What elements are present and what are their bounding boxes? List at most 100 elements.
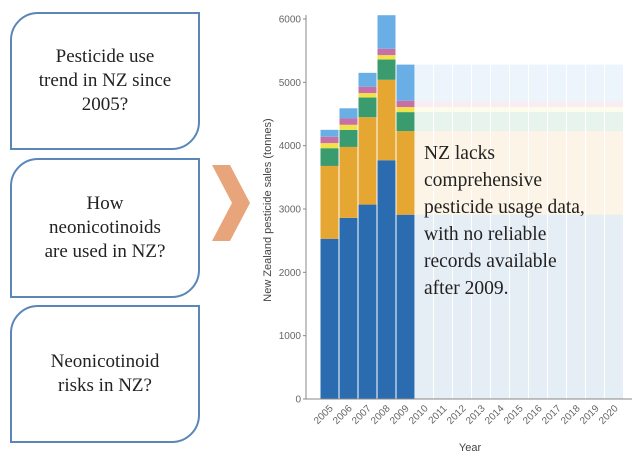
note-line: comprehensive (424, 170, 543, 191)
no-data-bar-segment (548, 131, 566, 215)
x-tick-label: 2011 (427, 403, 450, 426)
x-tick-label: 2015 (502, 403, 526, 427)
no-data-bar-segment (472, 100, 490, 108)
no-data-bar-segment (453, 64, 471, 101)
no-data-bar-segment (529, 107, 547, 113)
bar-segment-s4-2006 (339, 124, 358, 130)
no-data-bar-segment (491, 64, 509, 101)
no-data-bar-segment (548, 64, 566, 101)
question-text: are used in NZ? (44, 241, 166, 262)
bar-segment-s2-2008 (377, 79, 396, 161)
bar-segment-s1-2009 (396, 214, 415, 399)
no-data-bar-segment (605, 64, 623, 101)
no-data-bar-segment (586, 107, 604, 113)
y-tick-label: 6000 (279, 15, 302, 26)
y-tick-label: 5000 (279, 78, 302, 89)
question-text: risks in NZ? (58, 375, 152, 396)
bar-segment-s6-2009 (396, 64, 415, 101)
y-tick-label: 4000 (279, 141, 302, 152)
no-data-bar-segment (586, 64, 604, 101)
bar-segment-s2-2006 (339, 146, 358, 218)
no-data-bar-segment (605, 100, 623, 108)
x-tick-label: 2008 (369, 403, 393, 427)
no-data-bar-segment (434, 100, 452, 108)
question-box-neonicotinoid-risks: Neonicotinoid risks in NZ? (10, 305, 200, 443)
note-line: records available (424, 251, 557, 272)
no-data-bar-segment (415, 214, 433, 399)
bar-segment-s4-2009 (396, 107, 415, 113)
no-data-bar-segment (510, 214, 528, 399)
x-tick-label: 2007 (350, 403, 374, 427)
bar-segment-s3-2006 (339, 129, 358, 147)
bar-segment-s2-2007 (358, 117, 377, 205)
bar-segment-s3-2005 (320, 148, 339, 166)
no-data-bar-segment (510, 100, 528, 108)
x-axis-label: Year (459, 442, 482, 454)
chevron-arrow-icon (212, 165, 250, 241)
x-tick-label: 2005 (312, 403, 336, 427)
x-tick-label: 2013 (464, 403, 488, 427)
no-data-bar-segment (548, 100, 566, 108)
no-data-bar-segment (453, 107, 471, 113)
no-data-bar-segment (510, 112, 528, 132)
x-tick-label: 2020 (597, 403, 621, 427)
no-data-bar-segment (567, 131, 585, 215)
no-data-bar-segment (586, 131, 604, 215)
no-data-bar-segment (605, 214, 623, 399)
no-data-bar-segment (472, 214, 490, 399)
question-text: trend in NZ since (38, 70, 172, 91)
no-data-bar-segment (567, 64, 585, 101)
no-data-bar-segment (453, 131, 471, 215)
no-data-bar-segment (548, 107, 566, 113)
question-text: Pesticide use (55, 46, 155, 67)
no-data-bar-segment (529, 131, 547, 215)
no-data-bar-segment (434, 131, 452, 215)
data-gap-note: NZ lacks comprehensive pesticide usage d… (424, 140, 638, 302)
bar-segment-s1-2006 (339, 217, 358, 399)
no-data-bar-segment (415, 100, 433, 108)
bar-segment-s5-2006 (339, 118, 358, 125)
x-tick-label: 2012 (445, 403, 469, 427)
x-tick-label: 2010 (407, 403, 431, 427)
bar-segment-s3-2008 (377, 59, 396, 80)
no-data-bar-segment (510, 64, 528, 101)
no-data-bar-segment (434, 107, 452, 113)
bar-segment-s1-2008 (377, 160, 396, 399)
no-data-bar-segment (472, 112, 490, 132)
no-data-bar-segment (567, 112, 585, 132)
bar-segment-s4-2007 (358, 93, 377, 98)
no-data-bar-segment (605, 131, 623, 215)
no-data-bar-segment (472, 107, 490, 113)
bar-segment-s5-2005 (320, 136, 339, 144)
no-data-bar-segment (491, 214, 509, 399)
note-line: pesticide usage data, (424, 197, 585, 218)
no-data-bar-segment (586, 100, 604, 108)
no-data-bar-segment (605, 107, 623, 113)
no-data-bar-segment (529, 112, 547, 132)
no-data-bar-segment (491, 112, 509, 132)
no-data-bar-segment (415, 131, 433, 215)
bar-segment-s5-2008 (377, 48, 396, 56)
bar-segment-s5-2009 (396, 100, 415, 108)
no-data-bar-segment (434, 64, 452, 101)
x-tick-label: 2014 (483, 403, 507, 427)
no-data-bar-segment (453, 214, 471, 399)
bar-segment-s6-2007 (358, 72, 377, 87)
bar-segment-s6-2006 (339, 108, 358, 119)
no-data-bar-segment (567, 214, 585, 399)
no-data-bar-segment (586, 214, 604, 399)
no-data-bar-segment (491, 100, 509, 108)
note-line: NZ lacks (424, 143, 495, 164)
bar-segment-s3-2007 (358, 97, 377, 118)
no-data-bar-segment (567, 100, 585, 108)
x-tick-label: 2006 (331, 403, 355, 427)
y-tick-label: 0 (295, 395, 301, 406)
no-data-bar-segment (472, 64, 490, 101)
y-tick-label: 2000 (279, 268, 302, 279)
no-data-bar-segment (510, 107, 528, 113)
y-axis-label: New Zealand pesticide sales (tonnes) (262, 118, 274, 301)
bar-segment-s2-2005 (320, 165, 339, 239)
no-data-bar-segment (453, 112, 471, 132)
bar-segment-s6-2005 (320, 129, 339, 137)
